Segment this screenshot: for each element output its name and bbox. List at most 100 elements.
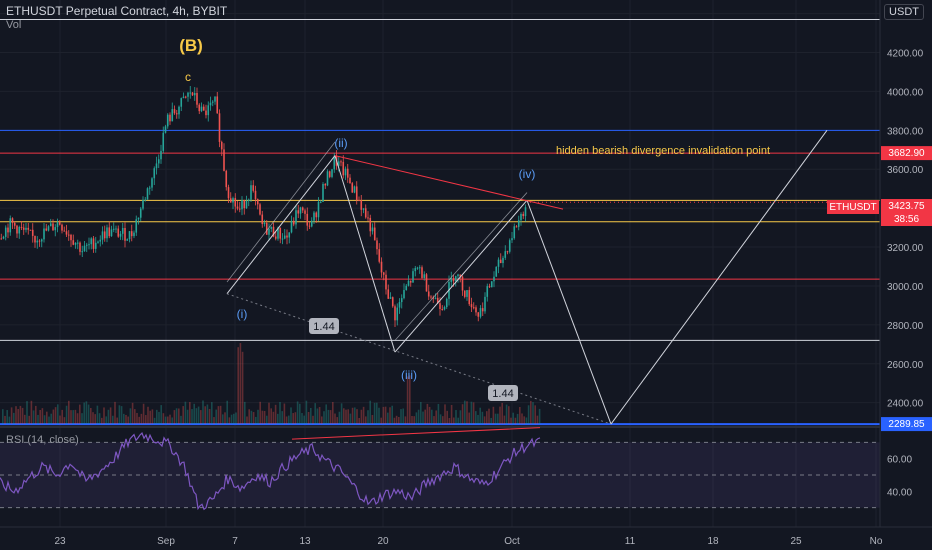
currency-button[interactable]: USDT xyxy=(884,4,924,20)
candle-body xyxy=(70,234,72,241)
volume-bar xyxy=(279,402,281,424)
volume-bar xyxy=(420,401,422,424)
time-tick: Sep xyxy=(157,536,175,547)
candle-body xyxy=(457,274,459,277)
candle-body xyxy=(376,240,378,250)
volume-bar xyxy=(332,402,334,424)
candle-body xyxy=(344,168,347,176)
volume-bar xyxy=(285,416,288,424)
candle-body xyxy=(72,240,75,245)
volume-bar xyxy=(538,408,541,424)
volume-bar xyxy=(250,410,253,424)
candle-body xyxy=(454,276,457,282)
candle-body xyxy=(486,286,489,297)
candle-body xyxy=(362,208,365,210)
candle-body xyxy=(236,206,239,209)
candle-body xyxy=(513,226,516,239)
fib-label-1: 1.44 xyxy=(313,321,334,333)
candle-body xyxy=(40,239,43,242)
volume-bar xyxy=(444,404,446,424)
candle-body xyxy=(124,228,126,241)
candle-body xyxy=(421,267,423,278)
volume-bar xyxy=(57,404,59,424)
candle-body xyxy=(414,268,417,272)
symbol-badge-bg xyxy=(827,200,879,214)
volume-bar xyxy=(481,411,484,424)
volume-bar xyxy=(96,405,99,424)
candle-body xyxy=(198,104,201,112)
volume-bar xyxy=(261,410,264,424)
volume-bar xyxy=(327,409,330,424)
volume-bar xyxy=(46,411,48,424)
volume-bar xyxy=(24,414,26,424)
candle-body xyxy=(268,228,270,235)
candle-body xyxy=(209,102,212,106)
volume-bar xyxy=(109,407,112,424)
wave-line xyxy=(394,200,528,353)
rsi-divergence-line xyxy=(291,427,541,440)
volume-bar xyxy=(112,415,114,424)
candle-body xyxy=(385,274,387,290)
candle-body xyxy=(211,101,214,103)
volume-bar xyxy=(290,407,292,424)
volume-bar xyxy=(237,347,239,424)
volume-bar xyxy=(206,404,209,424)
volume-bar xyxy=(277,413,279,424)
volume-bar xyxy=(2,409,4,424)
volume-bar xyxy=(127,416,129,424)
volume-bar xyxy=(446,410,448,424)
volume-bar xyxy=(499,406,501,424)
volume-bar xyxy=(369,400,371,424)
candle-body xyxy=(207,105,210,116)
candle-body xyxy=(115,228,117,230)
candle-body xyxy=(355,186,358,200)
candle-body xyxy=(425,274,428,292)
candle-body xyxy=(94,242,97,249)
volume-bar xyxy=(13,412,15,424)
volume-bar xyxy=(488,408,490,424)
candle-body xyxy=(196,92,198,105)
volume-bar xyxy=(323,411,325,424)
volume-bar xyxy=(37,414,39,424)
candle-body xyxy=(22,227,25,230)
candle-body xyxy=(331,169,333,177)
volume-bar xyxy=(312,415,314,424)
invalidation-price-badge: 3682.90 xyxy=(888,148,925,159)
time-tick: 25 xyxy=(790,536,802,547)
countdown-badge: 38:56 xyxy=(894,214,919,225)
volume-bar xyxy=(338,411,341,424)
volume-bar xyxy=(35,405,37,424)
volume-bar xyxy=(536,415,539,424)
candle-body xyxy=(281,238,284,240)
volume-bar xyxy=(325,404,327,424)
candle-body xyxy=(130,231,133,237)
candle-body xyxy=(229,198,232,203)
price-axis[interactable]: 4400.004200.004000.003800.003600.003400.… xyxy=(827,0,932,550)
candle-body xyxy=(238,208,241,210)
candle-body xyxy=(304,210,306,214)
candle-body xyxy=(286,235,288,238)
candle-body xyxy=(504,251,507,258)
volume-bar xyxy=(384,406,387,424)
volume-bar xyxy=(508,406,510,424)
volume-bar xyxy=(457,417,459,424)
candle-body xyxy=(391,297,394,307)
candle-body xyxy=(38,240,41,242)
wave-lines xyxy=(226,130,880,425)
candle-body xyxy=(389,297,392,299)
volume-bar xyxy=(380,417,382,424)
last-price-badge: 3423.75 xyxy=(888,201,925,212)
candle-body xyxy=(162,132,165,151)
volume-bar xyxy=(204,406,206,424)
candle-body xyxy=(358,199,360,201)
candle-body xyxy=(517,220,520,227)
candle-body xyxy=(90,238,93,245)
candle-body xyxy=(142,199,144,209)
time-axis[interactable]: 23 Sep 7 13 20 Oct 11 18 25 No xyxy=(0,526,932,550)
candle-body xyxy=(479,308,482,317)
candle-body xyxy=(135,219,138,233)
volume-bar xyxy=(266,415,268,424)
volume-bar xyxy=(200,410,202,424)
candle-body xyxy=(475,307,477,313)
